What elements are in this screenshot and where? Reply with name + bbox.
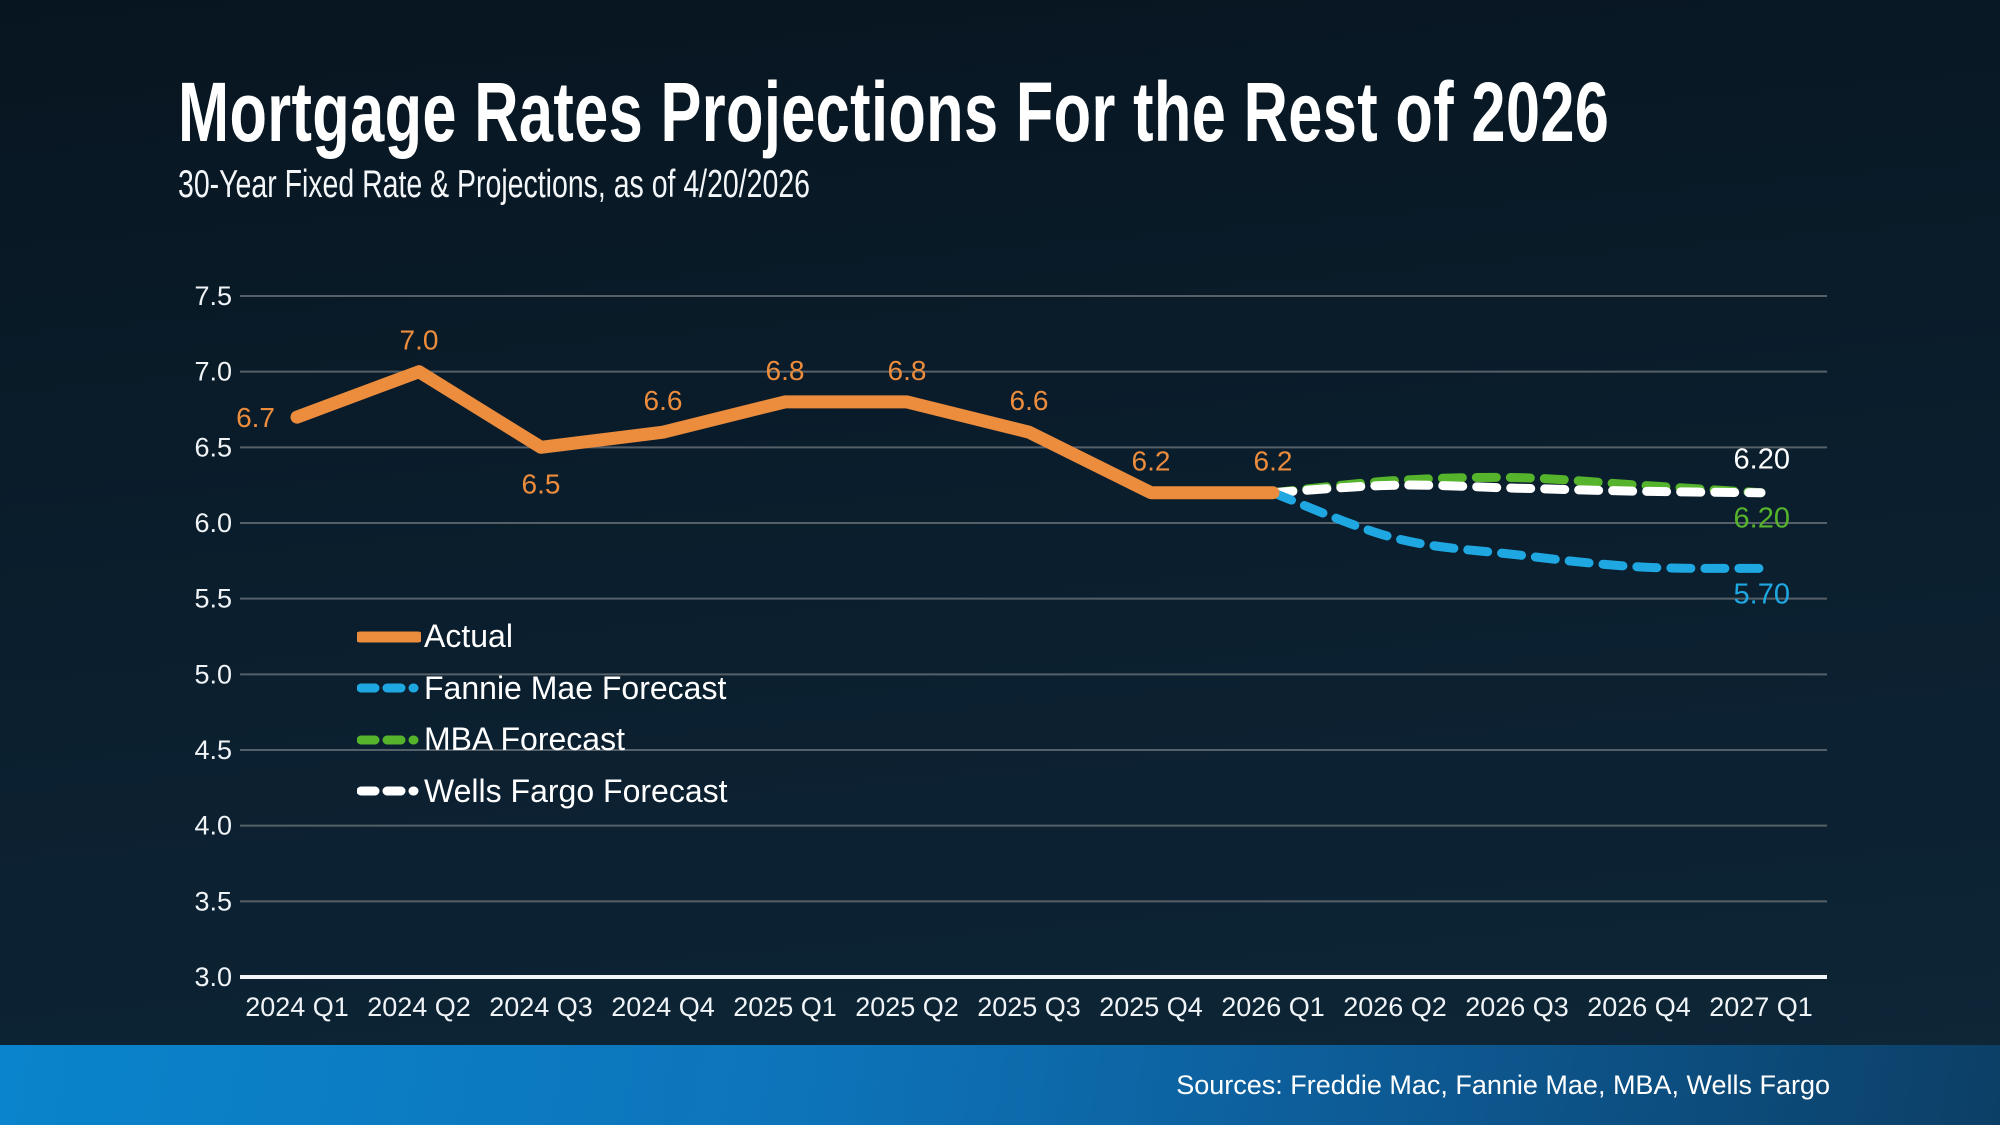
y-tick-label: 6.5 — [194, 432, 232, 462]
sources-text: Sources: Freddie Mac, Fannie Mae, MBA, W… — [1176, 1069, 1830, 1100]
y-tick-label: 4.0 — [194, 811, 232, 841]
data-label: 6.6 — [644, 385, 683, 416]
forecast-end-label: 6.20 — [1734, 444, 1790, 476]
page-title: Mortgage Rates Projections For the Rest … — [178, 65, 1610, 159]
series-actual: 6.7 7.0 6.5 6.6 6.8 6.8 6.6 6.2 6.2 — [236, 325, 1292, 500]
data-label: 6.6 — [1010, 385, 1049, 416]
y-tick-label: 7.5 — [194, 281, 232, 311]
forecast-end-label: 5.70 — [1734, 578, 1790, 610]
actual-line — [290, 365, 1280, 500]
y-tick-label: 5.0 — [194, 659, 232, 689]
y-tick-label: 4.5 — [194, 735, 232, 765]
legend-item-wells-fargo-forecast: Wells Fargo Forecast — [357, 766, 728, 818]
data-label: 6.8 — [766, 355, 805, 386]
y-axis-tick-labels: 7.5 7.0 6.5 6.0 5.5 5.0 4.5 4.0 3.5 3.0 — [194, 281, 232, 992]
forecast-end-label: 6.20 — [1734, 503, 1790, 535]
y-tick-label: 7.0 — [194, 357, 232, 387]
data-label: 6.7 — [236, 402, 275, 433]
x-tick-label: 2024 Q1 — [245, 992, 349, 1022]
x-axis-tick-labels: 2024 Q1 2024 Q2 2024 Q3 2024 Q4 2025 Q1 2025 … — [245, 992, 1813, 1022]
wells-fargo-forecast-line — [1268, 480, 1766, 498]
x-tick-label: 2026 Q4 — [1587, 992, 1691, 1022]
x-tick-label: 2027 Q1 — [1709, 992, 1813, 1022]
data-label: 7.0 — [400, 325, 439, 356]
x-tick-label: 2024 Q3 — [489, 992, 593, 1022]
y-tick-label: 3.0 — [194, 962, 232, 992]
legend-label: Wells Fargo Forecast — [424, 772, 728, 809]
x-tick-label: 2025 Q1 — [733, 992, 837, 1022]
x-tick-label: 2026 Q2 — [1343, 992, 1447, 1022]
x-tick-label: 2026 Q3 — [1465, 992, 1569, 1022]
data-label: 6.8 — [888, 355, 927, 386]
page-subtitle: 30-Year Fixed Rate & Projections, as of … — [178, 163, 811, 206]
data-label: 6.2 — [1132, 446, 1171, 477]
x-tick-label: 2024 Q2 — [367, 992, 471, 1022]
series-wells-fargo-forecast: 6.20 — [1268, 444, 1790, 498]
legend-item-fannie-mae-forecast: Fannie Mae Forecast — [357, 663, 728, 715]
y-tick-label: 5.5 — [194, 584, 232, 614]
x-tick-label: 2025 Q4 — [1099, 992, 1203, 1022]
legend-label: Actual — [424, 618, 513, 655]
legend-swatch-actual-line — [357, 631, 421, 643]
x-tick-label: 2025 Q3 — [977, 992, 1081, 1022]
data-label: 6.5 — [522, 468, 561, 499]
legend-swatch-mba-dashed-line — [357, 735, 421, 745]
chart-legend: Actual Fannie Mae Forecast MBA Forecast … — [357, 611, 728, 817]
legend-item-actual: Actual — [357, 611, 728, 663]
legend-swatch-wells-fargo-dashed-line — [357, 786, 421, 796]
legend-swatch-fannie-mae-dashed-line — [357, 683, 421, 693]
legend-label: Fannie Mae Forecast — [424, 669, 727, 706]
legend-label: MBA Forecast — [424, 721, 625, 758]
y-tick-label: 6.0 — [194, 508, 232, 538]
gridlines — [240, 295, 1827, 979]
footer-bar: Sources: Freddie Mac, Fannie Mae, MBA, W… — [0, 1045, 2000, 1125]
fannie-mae-forecast-line — [1268, 488, 1766, 573]
data-label: 6.2 — [1254, 446, 1293, 477]
legend-item-mba-forecast: MBA Forecast — [357, 714, 728, 766]
x-tick-label: 2024 Q4 — [611, 992, 715, 1022]
x-tick-label: 2026 Q1 — [1221, 992, 1325, 1022]
x-tick-label: 2025 Q2 — [855, 992, 959, 1022]
y-tick-label: 3.5 — [194, 886, 232, 916]
series-fannie-mae-forecast: 5.70 — [1268, 488, 1790, 610]
